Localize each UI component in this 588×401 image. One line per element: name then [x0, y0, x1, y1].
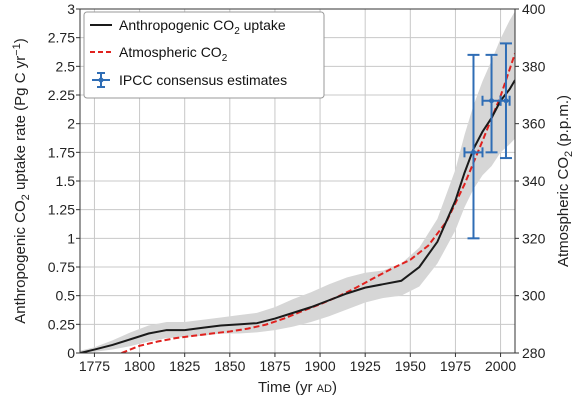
y-right-tick-label: 280: [522, 345, 546, 361]
y-left-tick-label: 2.75: [48, 30, 75, 46]
ipcc-estimate: [463, 53, 484, 240]
x-tick-label: 1850: [214, 358, 245, 374]
y-left-tick-label: 0.5: [56, 288, 76, 304]
y-left-label-text-2: uptake rate (Pg C yr: [12, 56, 29, 194]
y-left-tick-label: 1.75: [48, 144, 75, 160]
y-right-axis-label: Atmospheric CO2 (p.p.m.): [555, 95, 575, 267]
x-tick-label: 1775: [79, 358, 110, 374]
y-right-label-text-2: (p.p.m.): [555, 95, 572, 151]
uncertainty-band: [80, 11, 515, 353]
x-axis-label-close: ): [332, 379, 337, 396]
legend-ipcc-point: [98, 77, 104, 83]
x-tick-label: 2000: [485, 358, 516, 374]
y-left-tick-label: 1: [67, 230, 75, 246]
y-left-tick-label: 1.5: [56, 173, 76, 189]
y-right-tick-label: 400: [522, 1, 546, 17]
ipcc-estimate: [499, 42, 512, 160]
y-left-tick-label: 1.25: [48, 202, 75, 218]
legend-box: [83, 11, 325, 99]
legend-label-sub: 2: [234, 26, 240, 37]
y-right-tick-label: 320: [522, 230, 546, 246]
y-left-tick-label: 2: [67, 116, 75, 132]
x-axis-label: Time (yr AD): [258, 379, 337, 396]
y-left-label-text: Anthropogenic CO: [12, 200, 29, 323]
y-left-tick-label: 2.5: [56, 58, 76, 74]
y-right-label-text: Atmospheric CO: [555, 157, 572, 267]
y-left-tick-label: 0: [67, 345, 75, 361]
ipcc-point: [489, 98, 495, 104]
legend-label: Atmospheric CO2: [119, 44, 228, 64]
x-tick-label: 1900: [304, 358, 335, 374]
legend-label-text: IPCC consensus estimates: [119, 72, 287, 88]
y-right-label-sub: 2: [563, 151, 575, 157]
x-tick-label: 1825: [169, 358, 200, 374]
x-tick-label: 1975: [440, 358, 471, 374]
y-right-tick-label: 380: [522, 58, 546, 74]
y-right-tick-label: 340: [522, 173, 546, 189]
x-tick-label: 1950: [395, 358, 426, 374]
ipcc-point: [503, 98, 509, 104]
x-tick-label: 1925: [350, 358, 381, 374]
y-left-label-end: ): [12, 38, 29, 43]
y-left-label-sup: −1: [11, 43, 23, 56]
legend-label: Anthropogenic CO2 uptake: [119, 17, 286, 37]
ipcc-estimates: [463, 42, 512, 240]
y-left-tick-label: 0.75: [48, 259, 75, 275]
x-tick-label: 1875: [259, 358, 290, 374]
y-right-tick-label: 300: [522, 288, 546, 304]
y-right-tick-label: 360: [522, 116, 546, 132]
y-left-tick-label: 2.25: [48, 87, 75, 103]
legend-label: IPCC consensus estimates: [119, 72, 287, 88]
legend-label-text: Anthropogenic CO: [119, 17, 234, 33]
y-left-tick-label: 3: [67, 1, 75, 17]
legend-key-ipcc: [92, 72, 110, 88]
x-tick-label: 1800: [124, 358, 155, 374]
y-left-axis-label: Anthropogenic CO2 uptake rate (Pg C yr−1…: [11, 38, 32, 323]
x-axis-label-main: Time (yr: [258, 379, 317, 396]
ipcc-point: [470, 149, 476, 155]
y-left-tick-label: 0.25: [48, 316, 75, 332]
legend-label-sub: 2: [222, 53, 228, 64]
legend-label-text: Atmospheric CO: [119, 44, 222, 60]
x-axis-label-small: AD: [317, 383, 332, 395]
legend-label-post: uptake: [240, 17, 286, 33]
y-left-label-sub: 2: [20, 194, 32, 200]
series-anthropogenic-uptake: [80, 79, 515, 353]
